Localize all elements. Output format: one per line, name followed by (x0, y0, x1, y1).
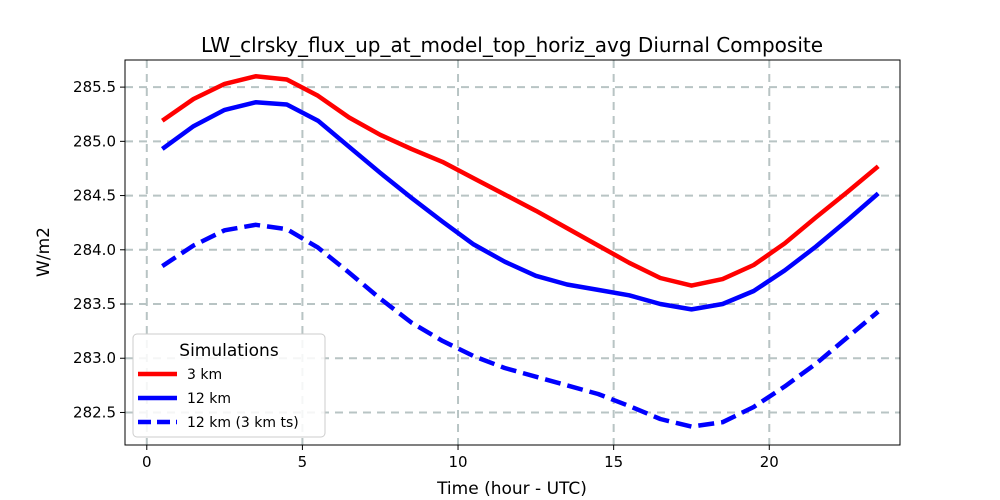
series-line-1 (160, 100, 880, 312)
y-tick-label: 285.5 (73, 78, 116, 96)
x-axis-label: Time (hour - UTC) (436, 479, 587, 499)
legend-label-2: 12 km (3 km ts) (187, 415, 299, 431)
legend-title: Simulations (179, 341, 279, 361)
x-tick-label: 20 (760, 453, 779, 471)
series-line-2 (161, 222, 880, 429)
y-tick-label: 284.0 (73, 241, 116, 259)
series-line-0 (161, 74, 880, 288)
y-tick-label: 284.5 (73, 187, 116, 205)
y-tick-label: 285.0 (73, 132, 116, 150)
legend-box (132, 333, 326, 438)
axis-ticks: 0 5 10 15 20 282.5 283.0 283.5 284.0 284.5 285.0 28… (73, 78, 779, 471)
legend-label-1: 12 km (187, 391, 231, 407)
x-tick-label: 15 (604, 453, 623, 471)
y-tick-label: 283.0 (73, 349, 116, 367)
chart-title: LW_clrsky_flux_up_at_model_top_horiz_avg… (201, 33, 823, 57)
y-axis-label: W/m2 (34, 227, 54, 277)
plot-area-frame (124, 59, 901, 446)
x-tick-label: 10 (448, 453, 467, 471)
x-tick-label: 5 (298, 453, 308, 471)
legend-label-0: 3 km (187, 367, 222, 383)
legend: Simulations 3 km 12 km 12 km (3 km ts) (132, 333, 326, 438)
x-tick-label: 0 (142, 453, 152, 471)
y-tick-label: 282.5 (73, 403, 116, 421)
y-tick-label: 283.5 (73, 295, 116, 313)
series-lines (160, 74, 880, 429)
